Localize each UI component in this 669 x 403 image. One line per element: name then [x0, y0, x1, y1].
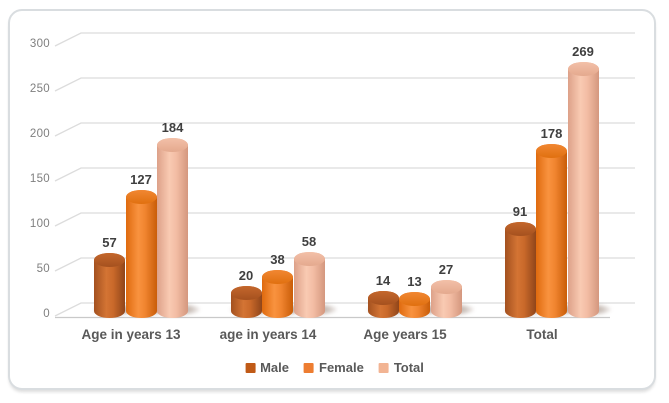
- y-axis-tick: 100: [29, 218, 50, 230]
- data-label: 91: [512, 204, 528, 220]
- category-label: Age years 15: [363, 327, 447, 342]
- data-label: 14: [375, 273, 391, 289]
- y-axis-tick: 150: [29, 173, 50, 185]
- gridline: [54, 167, 635, 182]
- bar-top-cap: [367, 291, 399, 306]
- bar-male-3: [367, 291, 399, 318]
- data-label: 27: [438, 261, 454, 277]
- data-label: 38: [270, 251, 285, 267]
- y-axis-tick: 300: [29, 38, 50, 50]
- data-label: 13: [407, 274, 422, 290]
- data-label: 184: [161, 120, 184, 136]
- bar-female-1: [125, 189, 157, 318]
- gridline: [54, 212, 635, 227]
- legend-item-female: Female: [304, 360, 364, 375]
- y-axis-tick: 250: [29, 83, 50, 95]
- bar-top-cap: [125, 189, 157, 204]
- bar-male-1: [94, 252, 125, 318]
- legend-label: Female: [319, 360, 364, 375]
- bar-total-4: [567, 61, 599, 318]
- category-label: Age in years 13: [81, 327, 181, 342]
- bar-top-cap: [430, 279, 462, 294]
- bar-top-cap: [262, 269, 293, 284]
- bar-top-cap: [567, 61, 599, 76]
- bar-female-4: [536, 143, 567, 318]
- legend: Male Female Total: [245, 360, 424, 375]
- bar-female-2: [262, 269, 293, 318]
- data-label: 57: [102, 234, 117, 250]
- y-axis-tick: 50: [36, 263, 50, 275]
- data-label: 178: [540, 125, 563, 141]
- category-label: age in years 14: [219, 327, 317, 342]
- bar-top-cap: [94, 252, 125, 267]
- legend-label: Male: [260, 360, 289, 375]
- legend-item-male: Male: [245, 360, 289, 375]
- legend-swatch: [304, 362, 314, 373]
- data-label: 20: [238, 268, 254, 283]
- bar-total-2: [293, 251, 325, 318]
- bar-top-cap: [399, 292, 430, 307]
- data-label: 58: [301, 233, 317, 249]
- bar-total-3: [430, 279, 462, 318]
- legend-swatch: [245, 362, 256, 373]
- gridline: [54, 77, 635, 92]
- bar-top-cap: [157, 138, 188, 153]
- bar-top-cap: [536, 143, 567, 158]
- gridline: [54, 32, 635, 47]
- bar-male-4: [504, 222, 536, 318]
- legend-item-total: Total: [378, 360, 424, 375]
- category-label: Total: [526, 327, 558, 342]
- gridline: [54, 257, 635, 272]
- bar-female-3: [399, 292, 430, 318]
- bar-top-cap: [230, 286, 262, 300]
- data-label: 269: [572, 43, 594, 59]
- bar-top-cap: [504, 222, 536, 237]
- y-axis-tick: 0: [43, 308, 50, 320]
- bar-total-1: [157, 138, 188, 318]
- y-axis-tick: 200: [29, 128, 50, 140]
- data-label: 127: [130, 171, 152, 187]
- bar-male-2: [230, 286, 262, 318]
- gridline: [54, 122, 635, 137]
- bar-top-cap: [293, 251, 325, 266]
- legend-label: Total: [393, 360, 424, 375]
- legend-swatch: [378, 362, 389, 373]
